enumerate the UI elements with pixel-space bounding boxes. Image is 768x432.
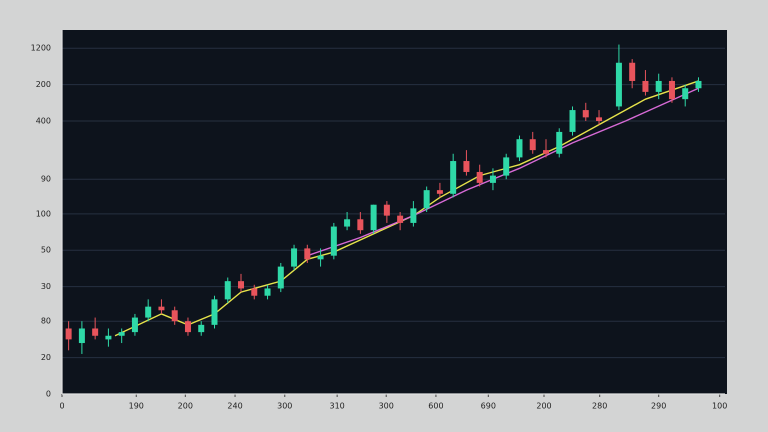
x-tick-label: 240 bbox=[227, 402, 242, 411]
candle-body bbox=[695, 80, 702, 89]
candle-body bbox=[105, 335, 112, 340]
candle-body bbox=[397, 215, 404, 223]
x-tick-label: 310 bbox=[330, 402, 345, 411]
candle-body bbox=[489, 175, 496, 183]
candle-body bbox=[158, 306, 165, 311]
y-tick-label: 50 bbox=[41, 246, 51, 255]
x-tick-label: 280 bbox=[592, 402, 607, 411]
candle-body bbox=[582, 110, 589, 118]
candle-body bbox=[264, 288, 271, 296]
candle-body bbox=[556, 131, 563, 154]
candle-body bbox=[291, 248, 298, 267]
candle-body bbox=[476, 171, 483, 183]
candle-body bbox=[131, 317, 138, 333]
candle-body bbox=[383, 204, 390, 216]
candle-body bbox=[596, 117, 603, 121]
x-tick-label: 200 bbox=[178, 402, 193, 411]
candle-body bbox=[65, 328, 72, 340]
candle-body bbox=[118, 332, 125, 336]
x-tick-label: 300 bbox=[277, 402, 292, 411]
x-tick-label: 0 bbox=[59, 402, 64, 411]
candle-body bbox=[370, 204, 377, 231]
y-tick-label: 1200 bbox=[31, 44, 51, 53]
candle-body bbox=[542, 150, 549, 154]
candle-body bbox=[529, 139, 536, 151]
candle-body bbox=[436, 190, 443, 194]
candle-body bbox=[450, 161, 457, 194]
candle-body bbox=[629, 62, 636, 81]
candle-body bbox=[78, 328, 85, 344]
x-tick-label: 600 bbox=[428, 402, 443, 411]
y-tick-label: 30 bbox=[41, 282, 51, 291]
x-tick-label: 300 bbox=[379, 402, 394, 411]
candle-body bbox=[251, 288, 258, 296]
y-tick-label: 0 bbox=[46, 390, 51, 399]
y-tick-label: 200 bbox=[36, 80, 51, 89]
candle-body bbox=[92, 328, 99, 336]
candle-body bbox=[238, 281, 245, 289]
candle-body bbox=[171, 310, 178, 322]
candle-body bbox=[642, 80, 649, 92]
candle-body bbox=[615, 62, 622, 107]
candle-body bbox=[277, 266, 284, 289]
candle-body bbox=[184, 321, 191, 333]
candle-body bbox=[211, 299, 218, 325]
candle-body bbox=[304, 248, 311, 260]
candle-body bbox=[423, 190, 430, 209]
candle-body bbox=[569, 110, 576, 132]
x-tick-label: 290 bbox=[651, 402, 666, 411]
candle-body bbox=[224, 281, 231, 300]
candle-body bbox=[410, 208, 417, 223]
y-tick-label: 80 bbox=[41, 317, 51, 326]
candle-body bbox=[655, 80, 662, 92]
candle-body bbox=[463, 161, 470, 172]
x-tick-label: 690 bbox=[481, 402, 496, 411]
x-tick-label: 200 bbox=[536, 402, 551, 411]
x-tick-label: 100 bbox=[712, 402, 727, 411]
candle-body bbox=[145, 306, 152, 318]
candle-body bbox=[330, 226, 337, 256]
candle-body bbox=[344, 219, 351, 227]
candle-body bbox=[198, 324, 205, 333]
y-tick-label: 100 bbox=[36, 209, 51, 218]
y-tick-label: 20 bbox=[41, 353, 51, 362]
y-tick-label: 400 bbox=[36, 117, 51, 126]
candle-body bbox=[317, 255, 324, 260]
candle-body bbox=[503, 157, 510, 176]
candle-body bbox=[357, 219, 364, 231]
candle-body bbox=[516, 139, 523, 158]
x-tick-label: 190 bbox=[129, 402, 144, 411]
candle-body bbox=[668, 80, 675, 100]
candle-body bbox=[682, 88, 689, 100]
y-tick-label: 90 bbox=[41, 175, 51, 184]
